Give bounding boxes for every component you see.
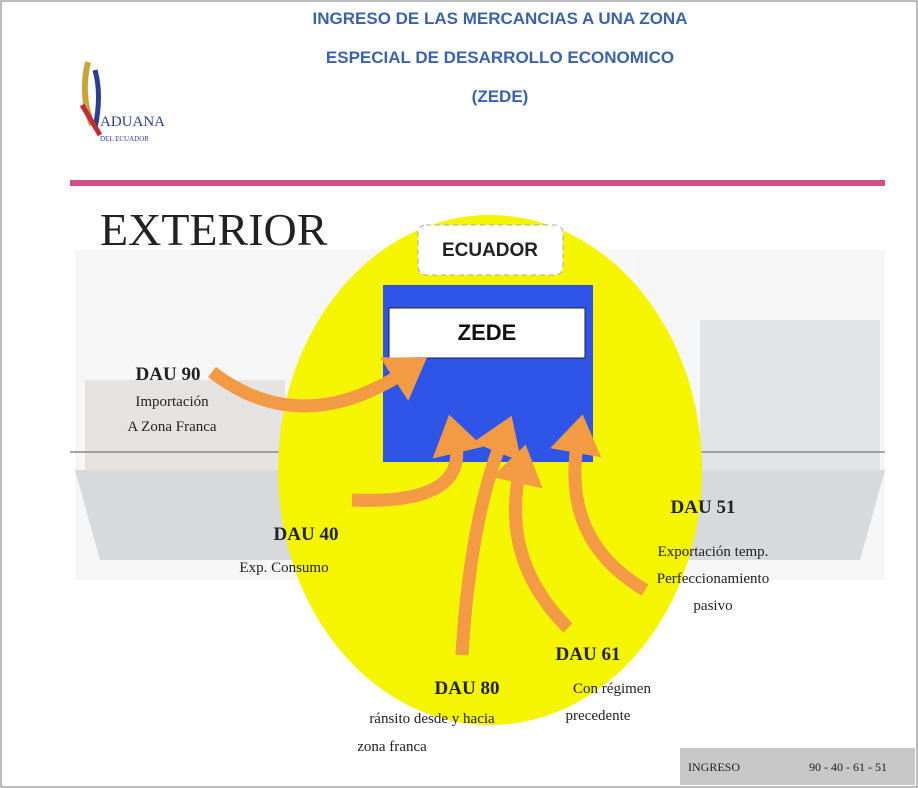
slide: INGRESO DE LAS MERCANCIAS A UNA ZONA ESP… (0, 0, 918, 788)
flow-description: Importación (135, 394, 209, 410)
flow-description: Perfeccionamiento (657, 571, 769, 587)
flow-description: Con régimen (573, 681, 651, 697)
flow-code: DAU 40 (274, 524, 339, 545)
flow-description: pasivo (693, 598, 732, 614)
flow-description: A Zona Franca (127, 419, 216, 435)
outside-label: EXTERIOR (100, 204, 328, 255)
flow-description: ránsito desde y hacia (369, 711, 495, 727)
title-line: ESPECIAL DE DESARROLLO ECONOMICO (326, 48, 674, 67)
flow-code: DAU 80 (435, 678, 500, 699)
footer-codes: 90 - 40 - 61 - 51 (809, 760, 887, 774)
country-label: ECUADOR (442, 240, 538, 261)
flow-description: zona franca (357, 739, 427, 755)
flow-code: DAU 90 (136, 364, 201, 385)
flow-description: Exp. Consumo (239, 560, 328, 576)
flow-code: DAU 51 (671, 497, 736, 518)
flow-description: Exportación temp. (658, 544, 769, 560)
title-line: (ZEDE) (472, 87, 529, 106)
title-line: INGRESO DE LAS MERCANCIAS A UNA ZONA (313, 9, 688, 28)
flow-code: DAU 61 (556, 644, 621, 665)
zone-label: ZEDE (458, 320, 517, 345)
flow-description: precedente (566, 708, 631, 724)
logo-subtitle: DEL ECUADOR (100, 135, 149, 143)
footer-label: INGRESO (688, 760, 740, 774)
logo-name: ADUANA (100, 114, 165, 130)
